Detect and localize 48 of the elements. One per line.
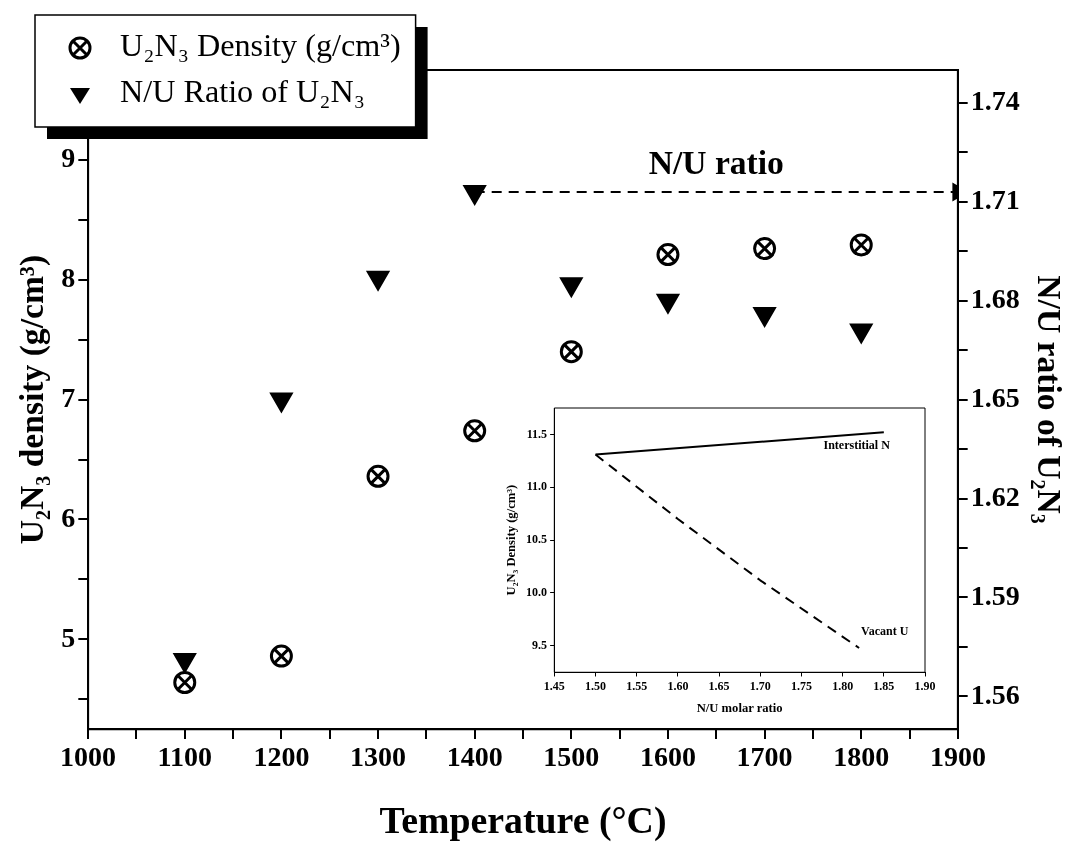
y-tick-label: 9: [61, 142, 76, 174]
annotation: Interstitial N: [823, 438, 891, 453]
x-tick-label: 1.85: [873, 678, 895, 693]
y2-tick-label: 1.62: [970, 480, 1020, 512]
annotation: N/U ratio: [648, 143, 784, 181]
y-axis-title: U₂N₃ density (g/cm³): [12, 254, 51, 545]
y-tick-label: 9.5: [532, 637, 548, 652]
x-tick-label: 1700: [736, 741, 793, 773]
y-tick-label: 5: [61, 621, 76, 653]
x-tick-label: 1900: [929, 741, 986, 773]
y2-tick-label: 1.71: [970, 184, 1020, 216]
x-tick-label: 1.70: [749, 678, 771, 693]
x-tick-label: 1.50: [585, 678, 607, 693]
annotation: Vacant U: [861, 624, 909, 639]
y-tick-label: 10.0: [526, 585, 548, 600]
y2-tick-label: 1.59: [970, 579, 1020, 611]
x-tick-label: 1.90: [914, 678, 936, 693]
x-tick-label: 1600: [639, 741, 696, 773]
x-tick-label: 1100: [157, 741, 212, 773]
x-tick-label: 1000: [60, 741, 117, 773]
x-axis-title: Temperature (°C): [379, 799, 667, 843]
y2-tick-label: 1.68: [970, 282, 1020, 314]
y-tick-label: 8: [61, 261, 76, 293]
y-axis-title: U₂N₃ Density (g/cm³): [503, 484, 518, 596]
y2-axis-title: N/U ratio of U₂N₃: [1031, 275, 1069, 524]
x-tick-label: 1300: [350, 741, 407, 773]
y-tick-label: 10.5: [526, 532, 548, 547]
x-tick-label: 1.80: [832, 678, 854, 693]
y-tick-label: 6: [61, 501, 76, 533]
x-tick-label: 1.45: [543, 678, 565, 693]
y2-tick-label: 1.65: [970, 381, 1020, 413]
y2-tick-label: 1.56: [970, 678, 1020, 710]
x-tick-label: 1500: [543, 741, 600, 773]
y-tick-label: 7: [61, 381, 76, 413]
point: [173, 670, 197, 694]
x-tick-label: 1800: [833, 741, 890, 773]
x-tick-label: 1.65: [708, 678, 730, 693]
x-tick-label: 1400: [446, 741, 503, 773]
legend-label: N/U Ratio of U₂N₃: [120, 73, 366, 110]
x-axis-title: N/U molar ratio: [696, 700, 783, 715]
y-tick-label: 11.5: [526, 426, 548, 441]
x-tick-label: 1200: [253, 741, 310, 773]
y2-tick-label: 1.74: [970, 85, 1020, 117]
legend-label: U₂N₃ Density (g/cm³): [120, 27, 401, 64]
x-tick-label: 1.75: [790, 678, 812, 693]
x-tick-label: 1.55: [626, 678, 648, 693]
y-tick-label: 11.0: [526, 479, 548, 494]
x-tick-label: 1.60: [667, 678, 689, 693]
